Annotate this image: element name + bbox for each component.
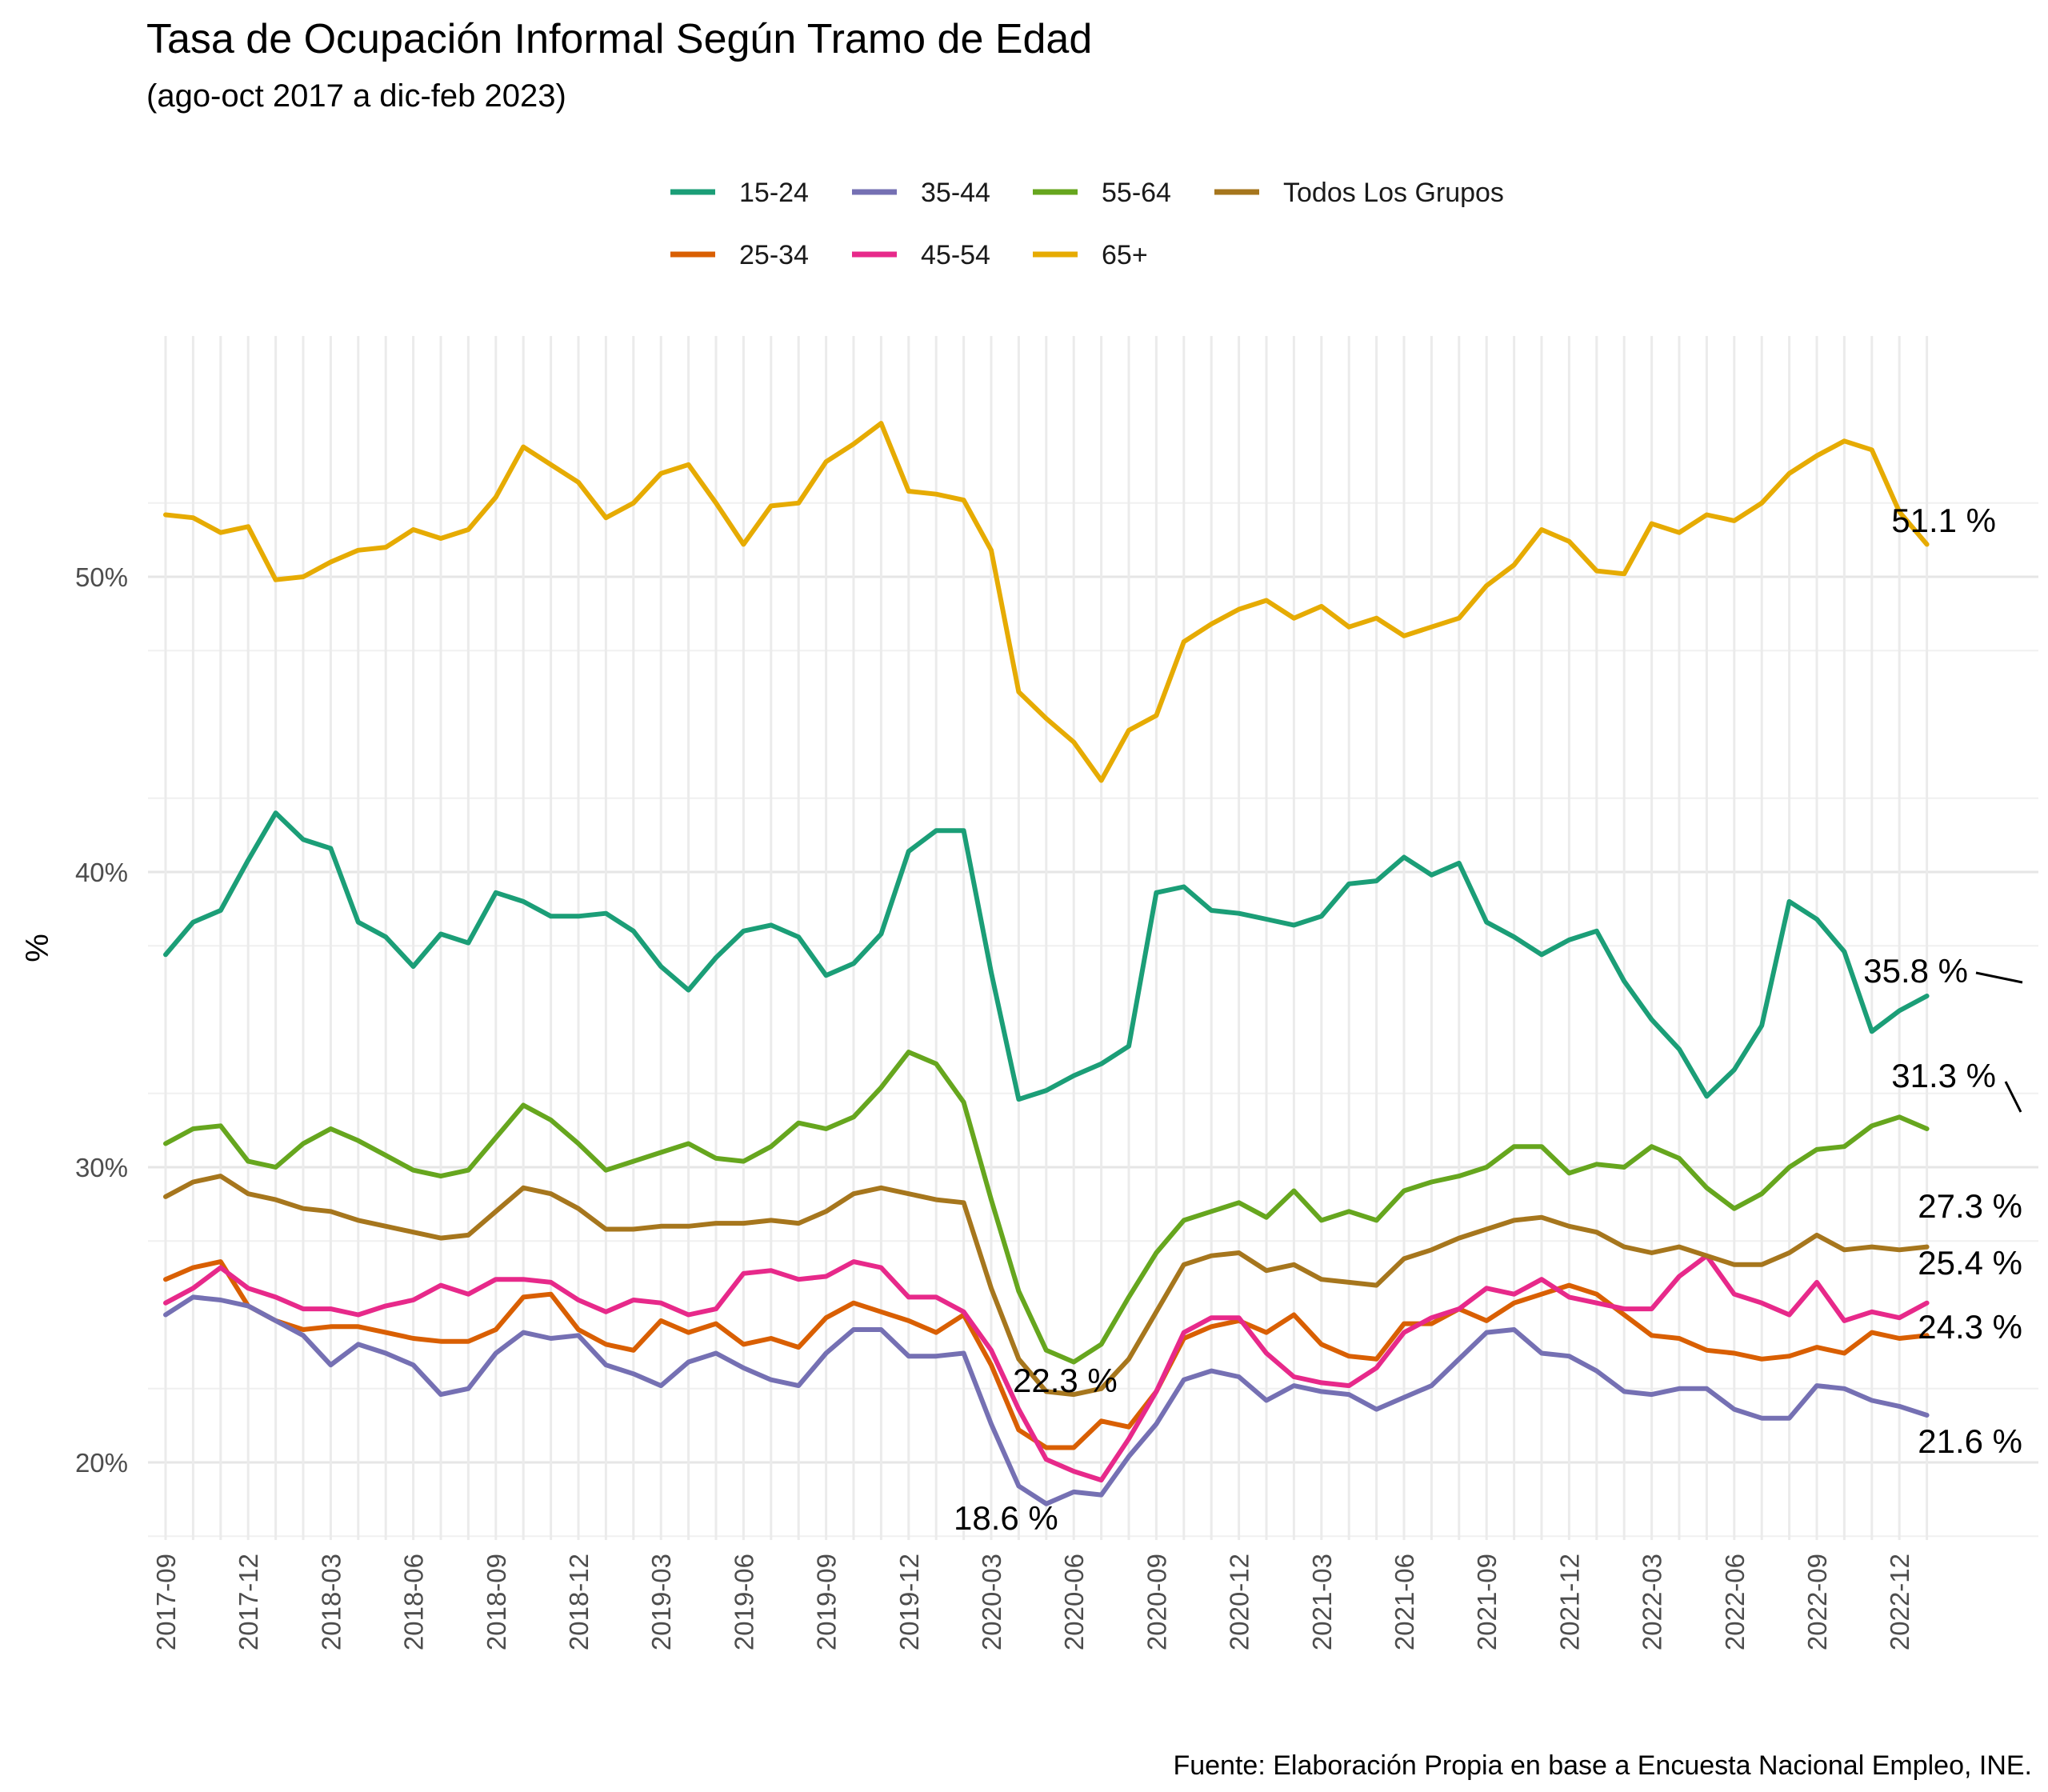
annotations: 51.1 % 35.8 % 31.3 % 27.3 % 25.4 % 24.3 % 21.6… (954, 502, 2023, 1537)
annotation-label-55-64: 31.3 % (1891, 1057, 1996, 1094)
x-tick-label: 2021-06 (1390, 1554, 1419, 1650)
x-tick-label: 2018-03 (316, 1554, 346, 1650)
annotation-label-15-24: 35.8 % (1863, 952, 1968, 990)
x-tick-label: 2022-09 (1802, 1554, 1832, 1650)
x-axis: 2017-09 2017-12 2018-03 2018-06 2018-09 2018-… (151, 1554, 1914, 1650)
x-tick-label: 2021-12 (1554, 1554, 1584, 1650)
y-tick-label: 20% (75, 1448, 128, 1478)
legend: 15-24 35-44 55-64 Todos Los Grupos 25-34 45-5… (670, 178, 1504, 270)
x-tick-label: 2017-09 (151, 1554, 181, 1650)
annotation-label-35-44: 21.6 % (1918, 1422, 2022, 1460)
legend-label-35-44: 35-44 (921, 178, 990, 208)
x-tick-label: 2022-06 (1720, 1554, 1750, 1650)
annotation-label-45-54: 25.4 % (1918, 1244, 2022, 1282)
annotation-label-65: 51.1 % (1891, 502, 1996, 539)
legend-label-65: 65+ (1102, 240, 1148, 270)
x-tick-label: 2022-12 (1885, 1554, 1914, 1650)
x-tick-label: 2021-03 (1307, 1554, 1337, 1650)
series-line-45-54 (163, 1253, 1930, 1483)
x-tick-label: 2020-09 (1142, 1554, 1171, 1650)
chart-subtitle: (ago-oct 2017 a dic-feb 2023) (146, 78, 566, 114)
annotation-leader-line (1975, 971, 2023, 984)
series-lines (163, 421, 1930, 1506)
y-tick-label: 40% (75, 858, 128, 887)
x-tick-label: 2018-12 (564, 1554, 594, 1650)
series-line-15-24 (163, 810, 1930, 1102)
legend-label-45-54: 45-54 (921, 240, 990, 270)
annotation-label-25-34: 24.3 % (1918, 1308, 2022, 1346)
annotation-label-todos-los-grupos: 27.3 % (1918, 1187, 2022, 1225)
series-line-35-44 (163, 1294, 1930, 1506)
y-tick-label: 30% (75, 1153, 128, 1182)
y-tick-label: 50% (75, 562, 128, 592)
legend-label-todos-los-grupos: Todos Los Grupos (1283, 178, 1504, 208)
x-tick-label: 2018-09 (482, 1554, 511, 1650)
series-line-55-64 (163, 1050, 1930, 1365)
series-line-25-34 (163, 1259, 1930, 1450)
y-axis: 20% 30% 40% 50% (75, 562, 128, 1478)
x-tick-label: 2017-12 (234, 1554, 263, 1650)
chart-title: Tasa de Ocupación Informal Según Tramo d… (146, 16, 1092, 62)
x-tick-label: 2019-12 (894, 1554, 924, 1650)
annotation-leader-line (2004, 1081, 2022, 1113)
legend-label-55-64: 55-64 (1102, 178, 1171, 208)
x-tick-label: 2019-03 (646, 1554, 676, 1650)
series-line-todos-los-grupos (163, 1174, 1930, 1398)
x-tick-label: 2022-03 (1638, 1554, 1667, 1650)
x-tick-label: 2019-09 (812, 1554, 842, 1650)
x-tick-label: 2021-09 (1472, 1554, 1502, 1650)
x-tick-label: 2020-03 (977, 1554, 1006, 1650)
annotation-label-35-44: 18.6 % (954, 1499, 1058, 1537)
x-tick-label: 2020-12 (1225, 1554, 1254, 1650)
y-axis-title: % (20, 934, 55, 962)
x-tick-label: 2020-06 (1059, 1554, 1089, 1650)
legend-label-15-24: 15-24 (739, 178, 809, 208)
x-tick-label: 2018-06 (399, 1554, 429, 1650)
x-tick-label: 2019-06 (729, 1554, 758, 1650)
caption: Fuente: Elaboración Propia en base a Enc… (1173, 1750, 2032, 1781)
series-line-65 (163, 421, 1930, 783)
annotation-label-todos-los-grupos: 22.3 % (1013, 1362, 1118, 1399)
legend-label-25-34: 25-34 (739, 240, 809, 270)
grid (148, 336, 2038, 1540)
